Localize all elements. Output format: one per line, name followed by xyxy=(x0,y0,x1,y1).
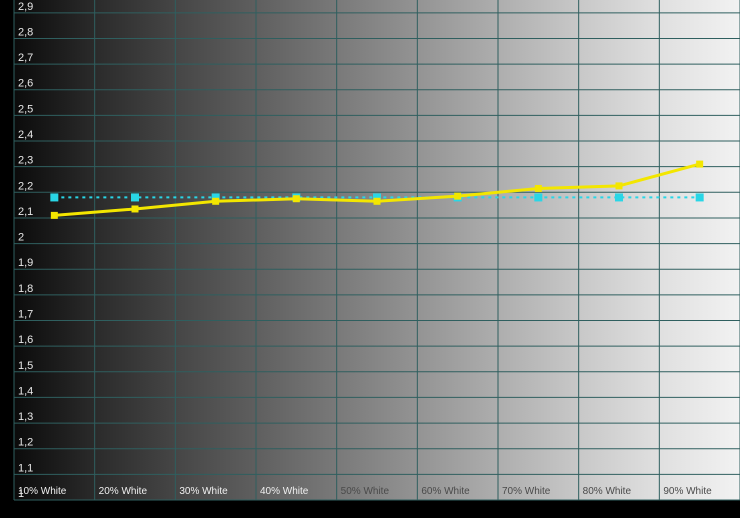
y-tick-label: 1,9 xyxy=(18,257,33,269)
y-tick-label: 1,7 xyxy=(18,309,33,321)
x-tick-label: 30% White xyxy=(179,486,228,497)
x-tick-label: 90% White xyxy=(663,486,712,497)
y-tick-label: 1,1 xyxy=(18,462,33,474)
y-tick-label: 2,5 xyxy=(18,103,33,115)
series-reference-marker xyxy=(131,193,139,201)
y-tick-label: 2,8 xyxy=(18,26,33,38)
y-tick-label: 2,4 xyxy=(18,129,33,141)
series-measured-marker xyxy=(374,198,381,205)
series-measured-marker xyxy=(212,198,219,205)
series-measured-marker xyxy=(293,195,300,202)
chart-background xyxy=(14,0,740,500)
y-tick-label: 2,7 xyxy=(18,52,33,64)
y-tick-label: 2,9 xyxy=(18,1,33,13)
x-tick-label: 20% White xyxy=(99,486,148,497)
x-tick-label: 60% White xyxy=(421,486,470,497)
x-tick-label: 80% White xyxy=(583,486,632,497)
x-tick-label: 50% White xyxy=(341,486,390,497)
series-reference-marker xyxy=(50,193,58,201)
y-tick-label: 1,6 xyxy=(18,334,33,346)
series-measured-marker xyxy=(535,185,542,192)
x-tick-label: 10% White xyxy=(18,486,67,497)
y-tick-label: 2,6 xyxy=(18,78,33,90)
y-tick-label: 1,4 xyxy=(18,385,33,397)
series-measured-marker xyxy=(51,212,58,219)
series-measured-marker xyxy=(696,161,703,168)
y-tick-label: 1,2 xyxy=(18,437,33,449)
series-measured-marker xyxy=(616,182,623,189)
series-measured-marker xyxy=(454,193,461,200)
x-tick-label: 70% White xyxy=(502,486,551,497)
series-reference-marker xyxy=(534,193,542,201)
y-tick-label: 2,3 xyxy=(18,155,33,167)
series-reference-marker xyxy=(615,193,623,201)
y-tick-label: 1,3 xyxy=(18,411,33,423)
gamma-chart: 11,11,21,31,41,51,61,71,81,922,12,22,32,… xyxy=(0,0,740,518)
series-reference-marker xyxy=(696,193,704,201)
y-tick-label: 1,8 xyxy=(18,283,33,295)
y-tick-label: 2,2 xyxy=(18,180,33,192)
y-tick-label: 2,1 xyxy=(18,206,33,218)
series-measured-marker xyxy=(132,205,139,212)
x-tick-label: 40% White xyxy=(260,486,309,497)
y-tick-label: 1,5 xyxy=(18,360,33,372)
y-tick-label: 2 xyxy=(18,232,24,244)
